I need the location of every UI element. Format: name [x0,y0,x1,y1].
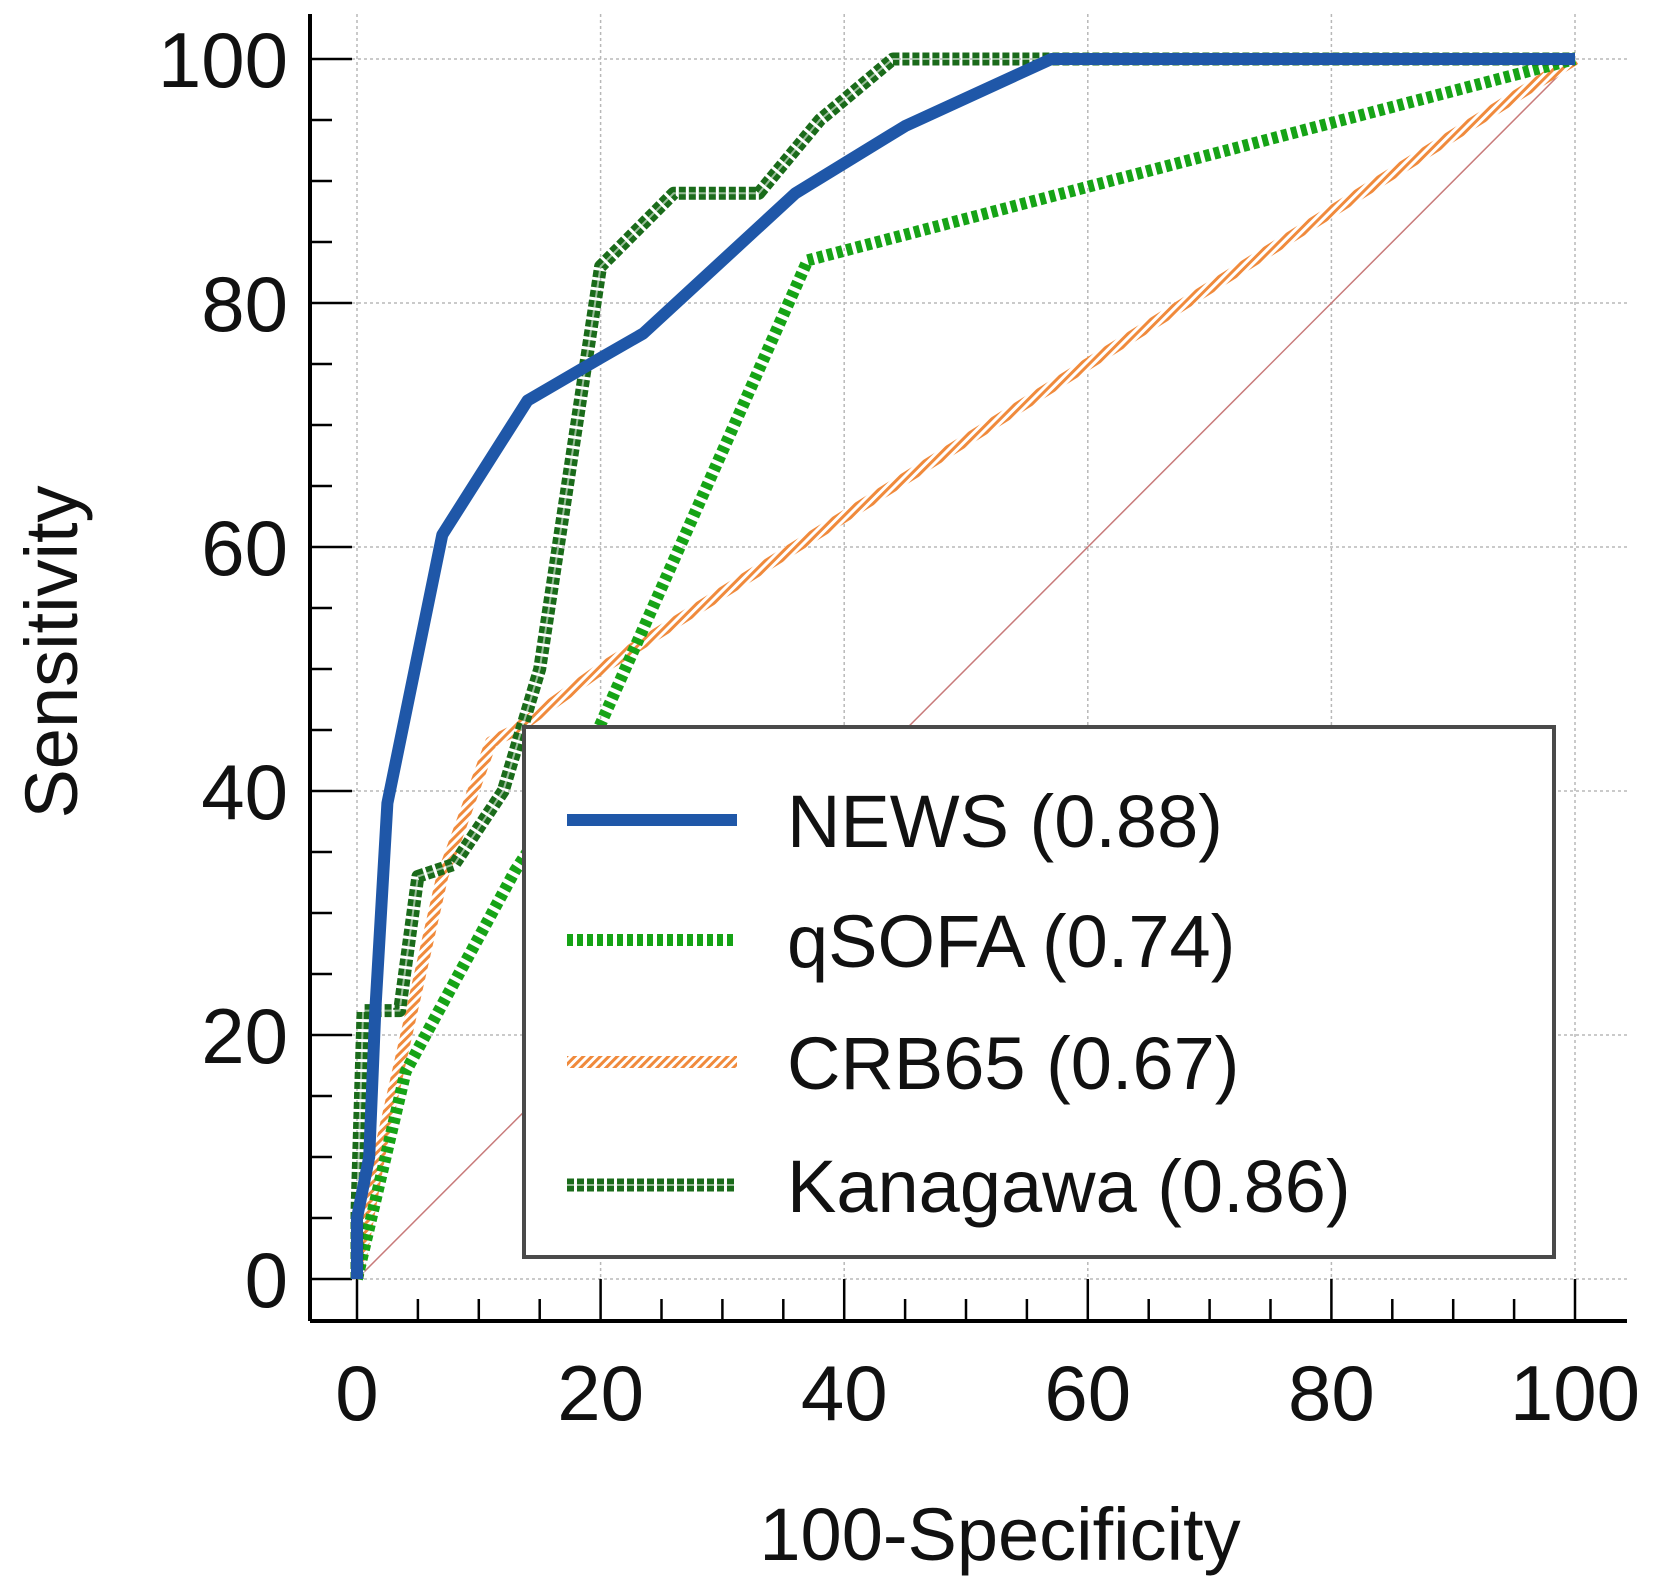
news-legend-label: NEWS (0.88) [787,780,1223,863]
y-tick-label: 60 [201,504,288,592]
x-tick-label: 80 [1288,1349,1375,1437]
x-tick-label: 0 [335,1349,378,1437]
y-tick-label: 100 [158,16,288,104]
x-tick-label: 100 [1510,1349,1640,1437]
axes [308,14,1627,1323]
qsofa-legend-label: qSOFA (0.74) [787,900,1235,983]
y-tick-label: 20 [201,992,288,1080]
grid [310,14,1627,1321]
crb65-legend-label: CRB65 (0.67) [787,1022,1239,1105]
y-axis-title: Sensitivity [10,485,93,818]
series [350,52,1579,1281]
x-tick-label: 60 [1044,1349,1131,1437]
legend: NEWS (0.88) qSOFA (0.74) CRB65 (0.67) Kanag… [522,725,1556,1259]
crb65-series-line [351,53,1579,1281]
kanagawa-series-line-overlay [356,58,1575,1279]
ticks: 0 20 40 60 80 100 0 20 40 60 80 100 [158,16,1640,1437]
news-series-line [351,53,1575,1279]
y-tick-label: 40 [201,748,288,836]
y-tick-label: 80 [201,260,288,348]
y-tick-label: 0 [245,1236,288,1324]
x-tick-label: 20 [557,1349,644,1437]
x-axis-title: 100-Specificity [759,1493,1240,1576]
qsofa-series-line [351,53,1577,1281]
x-tick-label: 40 [801,1349,888,1437]
kanagawa-legend-label: Kanagawa (0.86) [787,1145,1351,1228]
